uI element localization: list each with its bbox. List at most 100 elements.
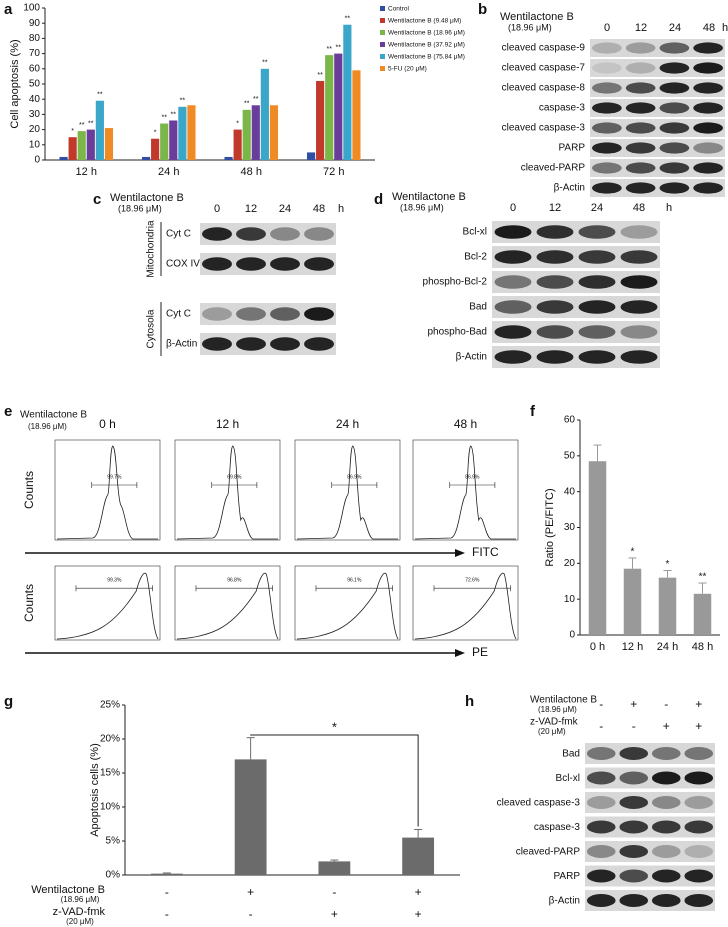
blot-band: [620, 300, 658, 314]
blot-band: [578, 250, 616, 264]
label: Wentilactone B: [31, 884, 105, 896]
label: 0: [510, 202, 516, 214]
blot-band: [578, 275, 616, 289]
blot-band: [270, 227, 300, 241]
blot-band: [659, 122, 690, 134]
blot-band: [494, 250, 532, 264]
arrow-head: [455, 649, 465, 657]
label: Bcl-xl: [463, 227, 487, 238]
label: 96.8%: [227, 578, 242, 584]
label: β-Actin: [549, 896, 580, 907]
label: **: [262, 60, 268, 67]
label: (18.96 μM): [400, 202, 444, 212]
bar: [86, 129, 95, 160]
label: 12: [245, 203, 257, 215]
label: Wentilactone B: [500, 11, 574, 23]
label: Ratio (PE/FITC): [544, 488, 556, 566]
blot-band: [270, 307, 300, 321]
blot-strip: [590, 39, 725, 57]
label: *: [332, 719, 337, 734]
panel-letter: c: [93, 191, 101, 208]
label: 48: [313, 203, 325, 215]
label: cleaved caspase-7: [502, 63, 586, 74]
label: Wentilactone B (18.96 μM): [388, 30, 465, 37]
blot-band: [592, 62, 622, 74]
histogram-curve: [176, 572, 279, 640]
label: 0 h: [590, 641, 605, 653]
bar: [260, 68, 269, 160]
label: 86.9%: [465, 474, 480, 480]
label: COX IV: [166, 259, 200, 270]
histogram-frame: [294, 439, 401, 541]
label: (18.96 μM): [118, 203, 162, 213]
bar: [68, 137, 77, 160]
legend-swatch: [380, 54, 385, 59]
bar: [251, 105, 260, 160]
blot-band: [592, 182, 622, 194]
blot-band: [625, 142, 656, 154]
blot-band: [625, 182, 656, 194]
blot-band: [586, 771, 616, 785]
label: **: [699, 572, 707, 583]
label: Control: [388, 6, 410, 13]
label: **: [317, 72, 323, 79]
label: β-Actin: [456, 352, 487, 363]
label: +: [695, 697, 702, 711]
blot-band: [684, 845, 714, 858]
label: PARP: [554, 871, 581, 882]
blot-band: [619, 845, 649, 858]
blot-strip: [200, 333, 336, 355]
blot-band: [619, 894, 649, 907]
blot-band: [625, 82, 656, 94]
blot-band: [536, 225, 574, 239]
label: -: [599, 697, 603, 711]
legend-swatch: [380, 66, 385, 71]
label: 24 h: [657, 641, 678, 653]
blot-band: [202, 307, 232, 321]
label: 30: [29, 109, 41, 120]
label: Wentilactone B (37.92 μM): [388, 42, 465, 49]
blot-band: [620, 225, 658, 239]
blot-band: [586, 894, 616, 907]
blot-band: [659, 142, 690, 154]
label: 50: [564, 450, 576, 461]
bar: [77, 131, 86, 160]
label: 12 h: [76, 166, 97, 178]
label: 24: [669, 22, 681, 34]
legend-swatch: [380, 30, 385, 35]
bar: [187, 105, 196, 160]
blot-band: [684, 869, 714, 883]
bracket: [250, 734, 419, 827]
label: 48 h: [241, 166, 262, 178]
label: *: [631, 547, 635, 558]
label: cleaved caspase-3: [497, 798, 581, 809]
histogram-curve: [176, 445, 278, 540]
label: β-Actin: [554, 183, 585, 194]
label: 0: [214, 203, 220, 215]
blot-band: [494, 350, 532, 364]
label: z-VAD-fmk: [53, 906, 106, 918]
blot-band: [578, 225, 616, 239]
label: cleaved caspase-8: [502, 83, 586, 94]
bar: [169, 120, 178, 160]
label: **: [161, 114, 167, 121]
blot-band: [693, 162, 723, 174]
bar: [325, 55, 334, 161]
blot-band: [586, 747, 616, 760]
label: 24: [591, 202, 603, 214]
label: Cyt C: [166, 309, 191, 320]
label: *: [666, 559, 670, 570]
bar: [141, 156, 151, 160]
label: *: [236, 120, 239, 127]
label: 60: [29, 63, 41, 74]
label: 48 h: [454, 417, 477, 431]
label: **: [253, 96, 259, 103]
label: cleaved-PARP: [516, 847, 581, 858]
label: 72 h: [323, 166, 344, 178]
blot-strip: [590, 59, 725, 77]
label: +: [415, 907, 422, 921]
label: Counts: [22, 471, 36, 509]
label: h: [666, 202, 672, 214]
label: 15%: [100, 768, 120, 779]
bar: [234, 759, 267, 875]
